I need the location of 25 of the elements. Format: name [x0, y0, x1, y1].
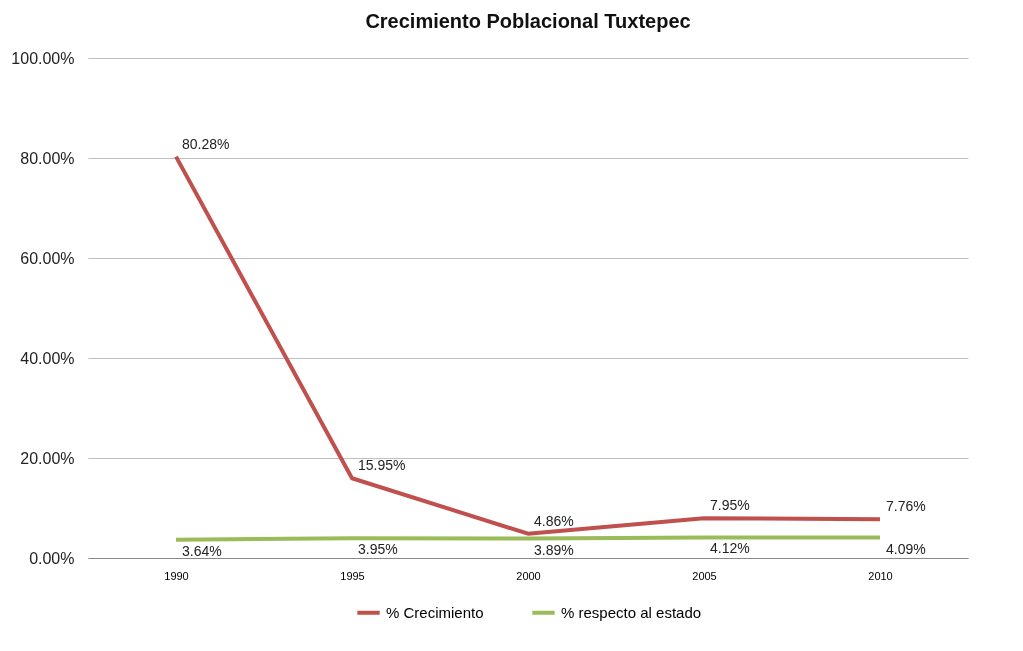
- data-label: 3.89%: [534, 541, 574, 558]
- y-tick-label: 80.00%: [20, 149, 75, 167]
- data-label: 7.95%: [710, 497, 750, 514]
- y-tick-label: 0.00%: [29, 549, 75, 567]
- y-tick-label: 100.00%: [11, 49, 75, 67]
- y-tick-label: 40.00%: [20, 349, 75, 367]
- x-tick-label: 1995: [340, 569, 365, 582]
- data-label: 3.95%: [358, 541, 398, 558]
- data-label: 80.28%: [182, 135, 230, 152]
- chart-title: Crecimiento Poblacional Tuxtepec: [365, 10, 691, 32]
- x-tick-label: 2000: [516, 569, 541, 582]
- x-tick-label: 2005: [692, 569, 717, 582]
- data-label: 15.95%: [358, 457, 406, 474]
- data-label: 7.76%: [886, 498, 926, 515]
- x-tick-label: 2010: [868, 569, 893, 582]
- legend-label: % respecto al estado: [561, 603, 702, 621]
- y-tick-label: 60.00%: [20, 249, 75, 267]
- y-tick-label: 20.00%: [20, 449, 75, 467]
- line-series: [174, 154, 882, 536]
- x-tick-label: 1990: [164, 569, 189, 582]
- data-label: 4.86%: [534, 512, 574, 529]
- legend-label: % Crecimiento: [386, 603, 484, 621]
- data-label: 3.64%: [182, 542, 222, 559]
- data-label: 4.09%: [886, 540, 926, 557]
- data-label: 4.12%: [710, 540, 750, 557]
